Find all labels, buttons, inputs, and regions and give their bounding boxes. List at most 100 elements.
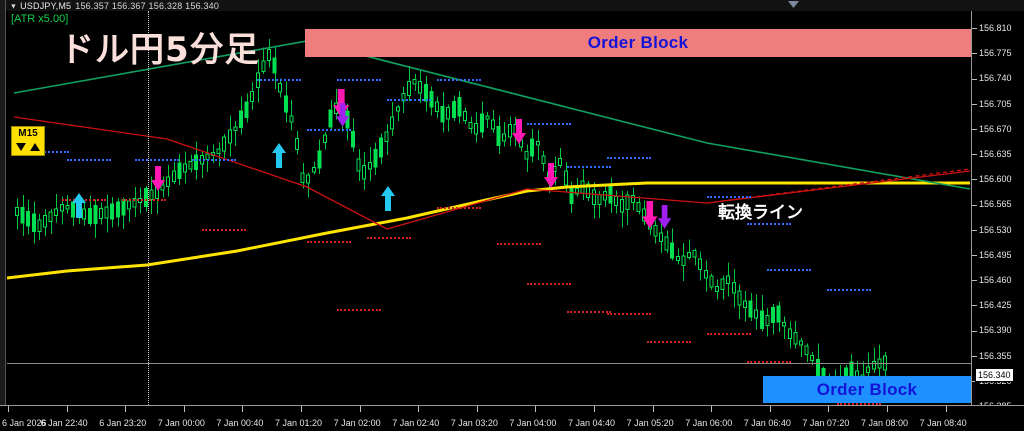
scroll-position-marker-icon[interactable] (788, 1, 799, 8)
time-axis[interactable]: 6 Jan 2026 6 Jan 22:40 6 Jan 23:20 7 Jan 00… (0, 405, 1024, 431)
support-level-dots (62, 199, 106, 201)
order-block-zone-bearish: Order Block (305, 29, 971, 57)
price-chart-plot[interactable]: Order Block Order Block ドル円5分足 転換ライン M15 (7, 11, 971, 405)
time-tick-label: 7 Jan 04:00 (509, 418, 557, 428)
candle-body (502, 133, 507, 142)
candle-body (479, 113, 484, 133)
support-level-dots (607, 313, 651, 315)
candle-body (132, 198, 137, 208)
resistance-level-dots (527, 123, 571, 125)
order-block-label-top: Order Block (587, 33, 689, 52)
order-block-label-bottom: Order Block (816, 379, 918, 399)
price-tick-label: 156.600 (972, 174, 1012, 184)
buy-signal-arrow-icon (71, 193, 87, 219)
candle-body (642, 208, 647, 222)
time-tick-label: 7 Jan 04:40 (568, 418, 616, 428)
candle-body (127, 200, 131, 210)
indicator-label-atr: [ATR x5.00] (11, 13, 69, 25)
candle-body (59, 203, 64, 212)
candle-body (166, 176, 171, 188)
candle-body (507, 124, 512, 138)
candle-body (771, 306, 775, 324)
candle-body (675, 255, 680, 262)
sell-signal-arrow-icon (641, 201, 659, 230)
candle-body (743, 300, 747, 309)
candle-body (423, 84, 428, 102)
candle-body (866, 366, 871, 373)
timeframe-badge-m15[interactable]: M15 (11, 126, 45, 156)
time-tick-mark (125, 406, 127, 412)
timeframe-badge-label: M15 (18, 128, 38, 139)
time-tick-label: 6 Jan 23:20 (99, 418, 147, 428)
candle-body (244, 101, 249, 119)
candle-body (468, 121, 473, 129)
candle-body (37, 219, 42, 232)
candle-body (457, 96, 462, 117)
candle-body (188, 160, 193, 170)
candle-body (524, 151, 529, 160)
candle-body (222, 136, 227, 152)
candle-body (418, 80, 423, 94)
candle-body (541, 155, 546, 164)
support-level-dots (567, 311, 611, 313)
candle-body (295, 138, 299, 150)
window-top-bar (0, 0, 1024, 11)
candle-body (563, 170, 568, 186)
price-tick-label: 156.740 (972, 73, 1012, 83)
buy-signal-arrow-icon (271, 143, 287, 169)
time-tick-label: 6 Jan 2026 (2, 418, 47, 428)
chevron-down-icon[interactable]: ▼ (9, 2, 18, 10)
time-tick-label: 7 Jan 08:00 (861, 418, 909, 428)
candle-body (160, 184, 165, 191)
candle-body (793, 331, 798, 345)
triangle-up-icon[interactable] (30, 143, 40, 151)
resistance-level-dots (567, 166, 611, 168)
conversion-line-label: 転換ライン (718, 203, 803, 223)
support-level-dots (837, 403, 881, 405)
candle-body (575, 188, 579, 195)
time-tick-mark (359, 406, 361, 412)
resistance-level-dots (707, 196, 751, 198)
candle-body (636, 201, 641, 212)
candle-body (787, 328, 792, 339)
price-tick-label: 156.460 (972, 275, 1012, 285)
order-block-zone-bullish: Order Block (763, 376, 971, 403)
sell-signal-arrow-icon (657, 205, 672, 230)
candle-body (26, 211, 31, 227)
time-tick-mark (535, 406, 537, 412)
time-tick-label: 7 Jan 01:20 (275, 418, 323, 428)
price-axis[interactable]: 156.810 156.775 156.740 156.705 156.670 156.6… (971, 11, 1024, 411)
candle-body (283, 95, 288, 113)
price-tick-label: 156.425 (972, 300, 1012, 310)
candle-body (530, 138, 535, 157)
price-tick-label: 156.495 (972, 250, 1012, 260)
candle-body (485, 115, 490, 120)
candle-body (698, 258, 703, 271)
ohlc-values: 156.357 156.367 156.328 156.340 (75, 1, 220, 11)
candle-body (99, 208, 103, 220)
candle-body (407, 81, 411, 97)
time-tick-mark (652, 406, 654, 412)
candle-body (233, 126, 238, 132)
price-tick-label: 156.530 (972, 225, 1012, 235)
time-tick-mark (66, 406, 68, 412)
candle-body (261, 60, 266, 73)
price-tick-label: 156.810 (972, 23, 1012, 33)
candle-body (591, 189, 596, 206)
buy-signal-arrow-icon (380, 186, 396, 212)
time-tick-label: 7 Jan 00:40 (216, 418, 264, 428)
candle-body (435, 101, 439, 112)
candle-body (311, 166, 316, 173)
window-left-rail[interactable] (0, 0, 6, 431)
triangle-down-icon[interactable] (16, 143, 26, 151)
candle-body (625, 194, 630, 210)
candle-body (451, 100, 456, 119)
page-title: ドル円5分足 (60, 30, 260, 70)
candle-body (317, 150, 322, 169)
support-level-dots (437, 207, 481, 209)
resistance-level-dots (387, 99, 431, 101)
time-tick-label: 7 Jan 06:00 (685, 418, 733, 428)
candle-body (731, 282, 736, 294)
price-tick-label: 156.565 (972, 199, 1012, 209)
candle-body (748, 300, 753, 318)
